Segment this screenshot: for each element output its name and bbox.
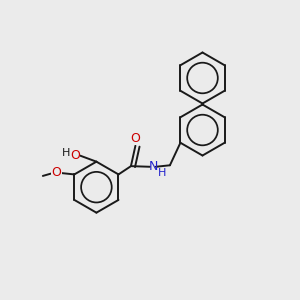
- Text: H: H: [158, 168, 166, 178]
- Text: O: O: [70, 149, 80, 162]
- Text: O: O: [51, 167, 61, 179]
- Text: H: H: [62, 148, 70, 158]
- Text: N: N: [149, 160, 158, 173]
- Text: O: O: [130, 132, 140, 145]
